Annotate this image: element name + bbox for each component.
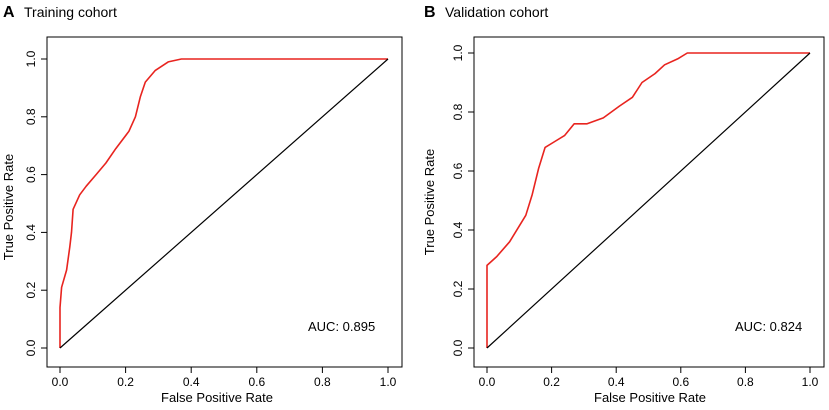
- y-tick-label: 0.0: [451, 339, 465, 356]
- x-axis-label: False Positive Rate: [161, 390, 273, 405]
- y-axis: 0.0 0.2 0.4 0.6 0.8 1.0: [24, 50, 47, 356]
- x-tick-label: 0.2: [543, 375, 560, 389]
- y-tick-label: 0.8: [24, 108, 38, 125]
- x-tick-label: 0.4: [608, 375, 625, 389]
- reference-diagonal-line: [486, 52, 811, 349]
- series-layer: [486, 52, 811, 349]
- panel-title: Validation cohort: [445, 4, 548, 20]
- panel-training: A Training cohort 0.0 0.2 0.4 0.6 0.8 1.0 0.0…: [1, 4, 403, 405]
- x-tick-label: 0.6: [672, 375, 689, 389]
- panel-letter: A: [3, 4, 15, 21]
- x-tick-label: 0.4: [183, 375, 200, 389]
- y-tick-label: 0.4: [24, 224, 38, 241]
- y-tick-label: 0.6: [451, 162, 465, 179]
- y-axis-label: True Positive Rate: [422, 149, 437, 255]
- x-tick-label: 1.0: [380, 375, 397, 389]
- y-axis: 0.0 0.2 0.4 0.6 0.8 1.0: [451, 44, 474, 356]
- y-tick-label: 0.2: [24, 282, 38, 299]
- y-tick-label: 0.4: [451, 221, 465, 238]
- reference-diagonal-line: [59, 58, 389, 349]
- roc-curve-line: [59, 58, 388, 348]
- y-axis-label: True Positive Rate: [1, 154, 16, 260]
- y-tick-label: 0.8: [451, 103, 465, 120]
- y-tick-label: 1.0: [451, 44, 465, 61]
- x-axis-label: False Positive Rate: [594, 390, 706, 405]
- plot-frame: [46, 36, 403, 368]
- panel-title: Training cohort: [24, 4, 117, 20]
- x-tick-label: 0.0: [52, 375, 69, 389]
- roc-curve-line: [486, 52, 810, 348]
- panel-validation: B Validation cohort 0.0 0.2 0.4 0.6 0.8 1.0 0…: [422, 4, 825, 405]
- y-tick-label: 0.6: [24, 166, 38, 183]
- x-axis: 0.0 0.2 0.4 0.6 0.8 1.0: [52, 367, 397, 389]
- auc-annotation: AUC: 0.895: [308, 319, 375, 334]
- x-tick-label: 1.0: [802, 375, 819, 389]
- panel-letter: B: [424, 4, 436, 21]
- y-tick-label: 0.2: [451, 280, 465, 297]
- x-tick-label: 0.8: [737, 375, 754, 389]
- y-tick-label: 0.0: [24, 339, 38, 356]
- plot-frame: [473, 36, 825, 368]
- y-tick-label: 1.0: [24, 50, 38, 67]
- x-tick-label: 0.8: [314, 375, 331, 389]
- auc-annotation: AUC: 0.824: [735, 319, 802, 334]
- x-tick-label: 0.2: [117, 375, 134, 389]
- series-layer: [59, 58, 389, 349]
- x-tick-label: 0.6: [248, 375, 265, 389]
- x-tick-label: 0.0: [479, 375, 496, 389]
- x-axis: 0.0 0.2 0.4 0.6 0.8 1.0: [479, 367, 819, 389]
